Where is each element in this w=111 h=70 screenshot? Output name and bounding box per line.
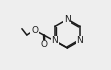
Text: N: N (76, 36, 83, 45)
Text: O: O (31, 26, 38, 35)
Text: O: O (40, 40, 47, 49)
Text: N: N (64, 15, 71, 24)
Text: N: N (52, 36, 58, 45)
